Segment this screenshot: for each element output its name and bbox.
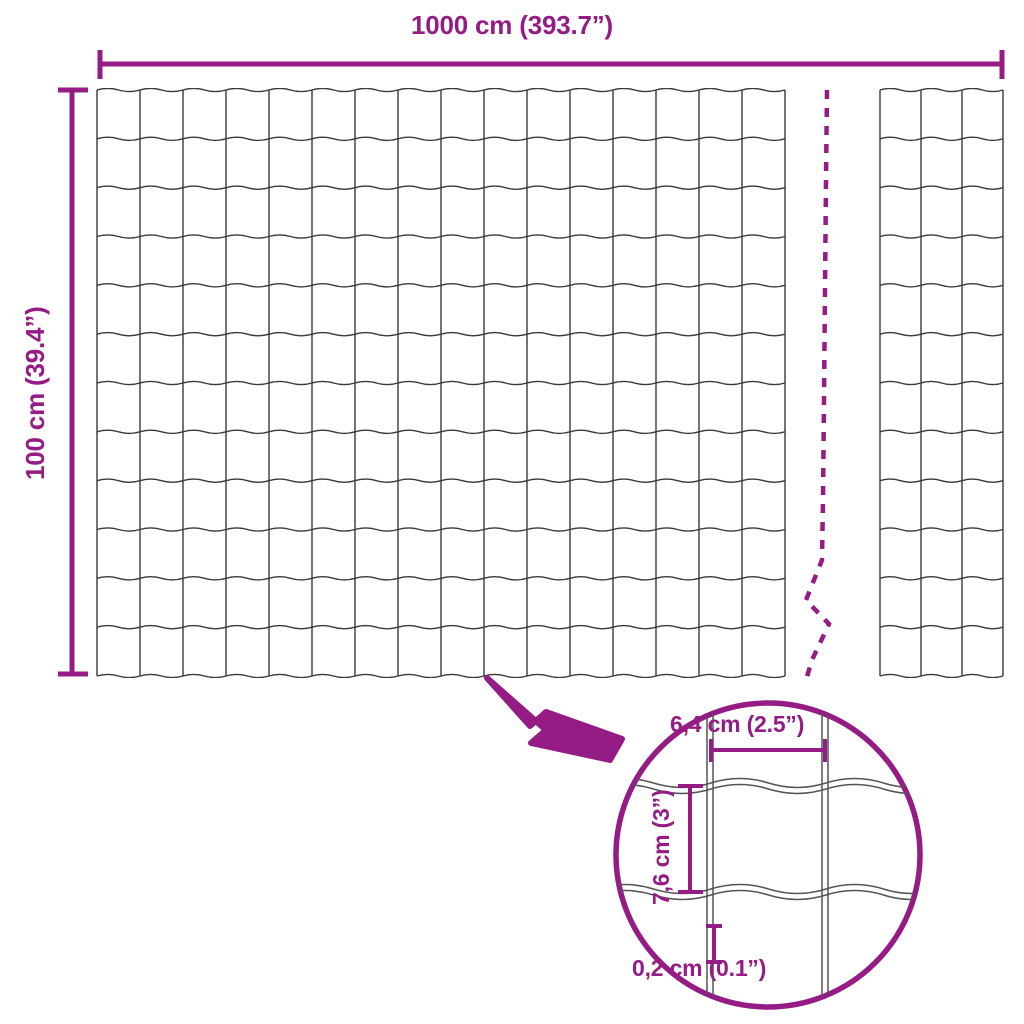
dimension-wire-thickness xyxy=(706,924,722,964)
dimension-line-height xyxy=(58,87,88,677)
callout-arrow xyxy=(484,675,625,763)
height-dimension-label: 100 cm (39.4”) xyxy=(20,306,50,480)
mesh-panel-main xyxy=(96,88,786,678)
dimension-line-width xyxy=(97,50,1005,79)
mesh-width-label: 6,4 cm (2.5”) xyxy=(670,711,805,737)
mesh-panel-right xyxy=(879,88,1004,678)
dimension-mesh-height xyxy=(678,784,703,894)
break-line xyxy=(803,89,832,681)
mesh-height-label: 7,6 cm (3”) xyxy=(648,789,674,905)
dimension-mesh-width xyxy=(709,739,827,762)
wire-thickness-label: 0,2 cm (0.1”) xyxy=(632,955,767,981)
width-dimension-label: 1000 cm (393.7”) xyxy=(410,10,614,40)
